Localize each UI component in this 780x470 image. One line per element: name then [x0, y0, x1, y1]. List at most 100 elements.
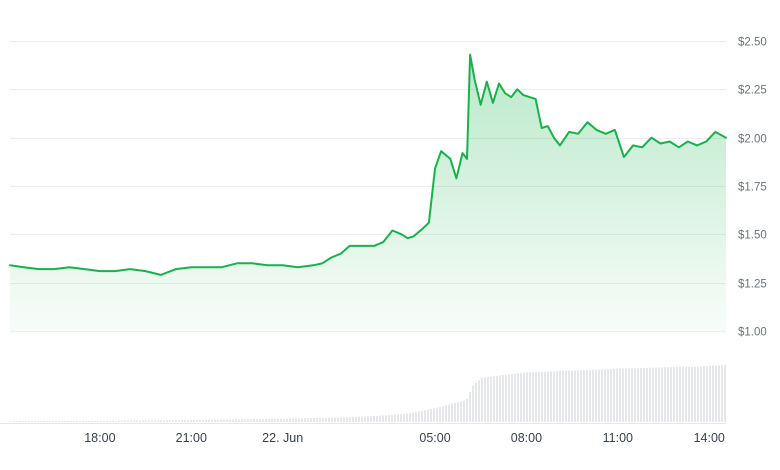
volume-bar — [418, 411, 420, 422]
volume-bar — [343, 417, 345, 422]
volume-bar — [244, 419, 246, 422]
volume-bar — [658, 367, 660, 422]
volume-bar — [694, 366, 696, 422]
volume-bar — [355, 416, 357, 422]
volume-bar — [391, 414, 393, 422]
x-axis-ticks: 18:00 21:00 22. Jun 05:00 08:00 11:00 14:00 — [84, 431, 725, 445]
price-area — [10, 54, 726, 331]
volume-bar — [661, 367, 663, 422]
volume-bar — [367, 416, 369, 422]
x-tick-label: 22. Jun — [262, 431, 303, 445]
volume-bar — [682, 366, 684, 422]
volume-bar — [685, 366, 687, 422]
volume-bar — [577, 370, 579, 422]
volume-bar — [625, 368, 627, 422]
volume-bar — [565, 370, 567, 422]
volume-bar — [217, 419, 219, 422]
volume-bar — [304, 418, 306, 422]
volume-bar — [223, 419, 225, 422]
volume-bar — [703, 366, 705, 422]
volume-bar — [163, 420, 165, 422]
volume-bar — [517, 373, 519, 422]
volume-bar — [511, 373, 513, 422]
volume-bar — [55, 420, 57, 422]
volume-bar — [556, 371, 558, 422]
volume-bar — [724, 365, 726, 422]
volume-bar — [718, 365, 720, 422]
y-tick-label: $2.25 — [738, 85, 767, 97]
volume-bar — [676, 367, 678, 422]
volume-bar — [700, 366, 702, 422]
volume-bar — [373, 416, 375, 422]
volume-bar — [211, 419, 213, 422]
volume-bar — [415, 411, 417, 422]
volume-bar — [670, 367, 672, 422]
volume-bar — [559, 370, 561, 422]
volume-bar — [145, 420, 147, 422]
volume-bar — [673, 367, 675, 422]
volume-bar — [475, 382, 477, 422]
volume-bar — [172, 420, 174, 422]
volume-bar — [31, 421, 33, 422]
volume-bar — [220, 419, 222, 422]
y-axis-ticks: $2.50 $2.25 $2.00 $1.75 $1.50 $1.25 $1.00 — [738, 37, 767, 339]
volume-bar — [643, 367, 645, 422]
volume-bar — [205, 419, 207, 422]
volume-bar — [466, 398, 468, 422]
volume-bar — [610, 369, 612, 422]
volume-bar — [649, 367, 651, 422]
volume-bar — [142, 420, 144, 422]
volume-bar — [19, 421, 21, 422]
volume-bar — [421, 410, 423, 422]
volume-bar — [280, 418, 282, 422]
volume-bar — [334, 417, 336, 422]
volume-bar — [331, 417, 333, 422]
volume-bar — [385, 415, 387, 422]
volume-bar — [637, 368, 639, 422]
volume-bar — [424, 410, 426, 422]
volume-bar — [25, 421, 27, 422]
volume-bar — [295, 418, 297, 422]
y-tick-label: $1.00 — [738, 327, 767, 339]
volume-bar — [256, 419, 258, 422]
volume-bar — [628, 368, 630, 422]
volume-bar — [607, 369, 609, 422]
volume-bar — [397, 414, 399, 422]
volume-bar — [394, 414, 396, 422]
volume-bar — [529, 372, 531, 422]
volume-bar — [76, 420, 78, 422]
volume-bar — [85, 420, 87, 422]
volume-bar — [235, 419, 237, 422]
volume-bar — [553, 371, 555, 422]
volume-bar — [202, 419, 204, 422]
volume-bar — [487, 377, 489, 422]
volume-bar — [121, 420, 123, 422]
volume-bar — [46, 421, 48, 422]
volume-bar — [91, 420, 93, 422]
volume-bar — [538, 372, 540, 422]
volume-bar — [580, 370, 582, 422]
volume-bar — [406, 413, 408, 422]
y-tick-label: $1.50 — [738, 230, 767, 242]
volume-bar — [175, 420, 177, 422]
volume-bar — [430, 408, 432, 422]
volume-bar — [379, 415, 381, 422]
volume-bar — [427, 409, 429, 422]
volume-bar — [469, 391, 471, 422]
volume-bar — [259, 419, 261, 422]
volume-bar — [238, 419, 240, 422]
volume-bar — [535, 372, 537, 422]
volume-bar — [364, 416, 366, 422]
volume-bar — [508, 374, 510, 422]
volume-bar — [307, 418, 309, 422]
volume-bar — [115, 420, 117, 422]
x-tick-label: 08:00 — [511, 431, 542, 445]
volume-bar — [79, 420, 81, 422]
volume-bar — [472, 385, 474, 422]
volume-bar — [166, 420, 168, 422]
volume-bar — [346, 417, 348, 422]
volume-bar — [184, 420, 186, 422]
volume-bar — [82, 420, 84, 422]
x-tick-label: 14:00 — [694, 431, 725, 445]
volume-bar — [277, 418, 279, 422]
